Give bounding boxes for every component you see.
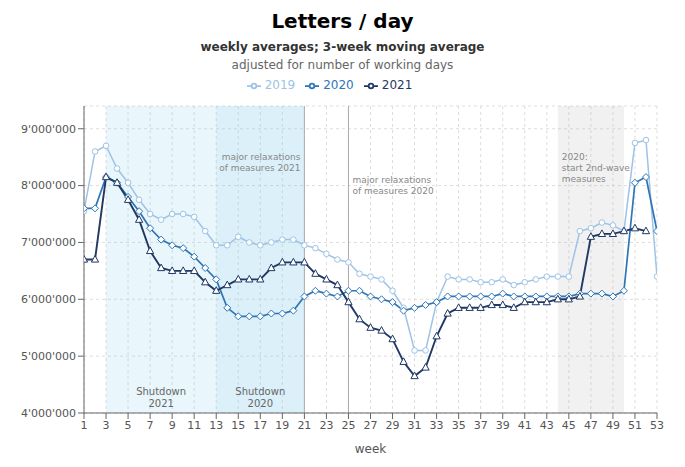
svg-text:7'000'000: 7'000'000 — [21, 236, 76, 249]
svg-text:13: 13 — [209, 419, 223, 432]
svg-text:35: 35 — [452, 419, 466, 432]
svg-text:41: 41 — [518, 419, 532, 432]
svg-text:9: 9 — [169, 419, 176, 432]
svg-text:Shutdown2020: Shutdown2020 — [235, 386, 285, 409]
svg-text:3: 3 — [103, 419, 110, 432]
svg-text:Shutdown2021: Shutdown2021 — [136, 386, 186, 409]
html-text:weekly averages; 3-week moving: weekly averages; 3-week moving average — [200, 40, 485, 54]
svg-text:45: 45 — [562, 419, 576, 432]
svg-text:7: 7 — [147, 419, 154, 432]
svg-text:43: 43 — [540, 419, 554, 432]
svg-text:19: 19 — [275, 419, 289, 432]
svg-text:23: 23 — [319, 419, 333, 432]
svg-text:15: 15 — [231, 419, 245, 432]
html-text:2021: 2021 — [381, 78, 413, 92]
html-text:2019: 2019 — [264, 78, 296, 92]
svg-text:27: 27 — [364, 419, 378, 432]
svg-text:5: 5 — [125, 419, 132, 432]
svg-text:39: 39 — [496, 419, 510, 432]
svg-text:9'000'000: 9'000'000 — [21, 123, 76, 136]
svg-text:49: 49 — [606, 419, 620, 432]
svg-text:31: 31 — [408, 419, 422, 432]
svg-text:25: 25 — [341, 419, 355, 432]
svg-text:11: 11 — [187, 419, 201, 432]
html-text:2020: 2020 — [323, 78, 354, 92]
svg-text:2020:start 2nd-wavemeasures: 2020:start 2nd-wavemeasures — [562, 152, 630, 184]
svg-text:8'000'000: 8'000'000 — [21, 179, 76, 192]
svg-text:major relaxationsof measures 2: major relaxationsof measures 2020 — [352, 175, 434, 196]
svg-text:51: 51 — [628, 419, 642, 432]
svg-text:5'000'000: 5'000'000 — [21, 350, 76, 363]
svg-text:major relaxationsof measures 2: major relaxationsof measures 2021 — [219, 152, 301, 173]
svg-text:53: 53 — [650, 419, 664, 432]
svg-text:week: week — [355, 442, 387, 456]
html-text:Letters / day: Letters / day — [271, 9, 414, 33]
svg-text:21: 21 — [297, 419, 311, 432]
svg-text:37: 37 — [474, 419, 488, 432]
html-text:adjusted for number of working: adjusted for number of working days — [231, 58, 454, 72]
svg-text:29: 29 — [386, 419, 400, 432]
svg-text:47: 47 — [584, 419, 598, 432]
svg-text:33: 33 — [430, 419, 444, 432]
svg-text:4'000'000: 4'000'000 — [21, 407, 76, 420]
svg-text:17: 17 — [253, 419, 267, 432]
svg-text:6'000'000: 6'000'000 — [21, 293, 76, 306]
svg-text:1: 1 — [81, 419, 88, 432]
